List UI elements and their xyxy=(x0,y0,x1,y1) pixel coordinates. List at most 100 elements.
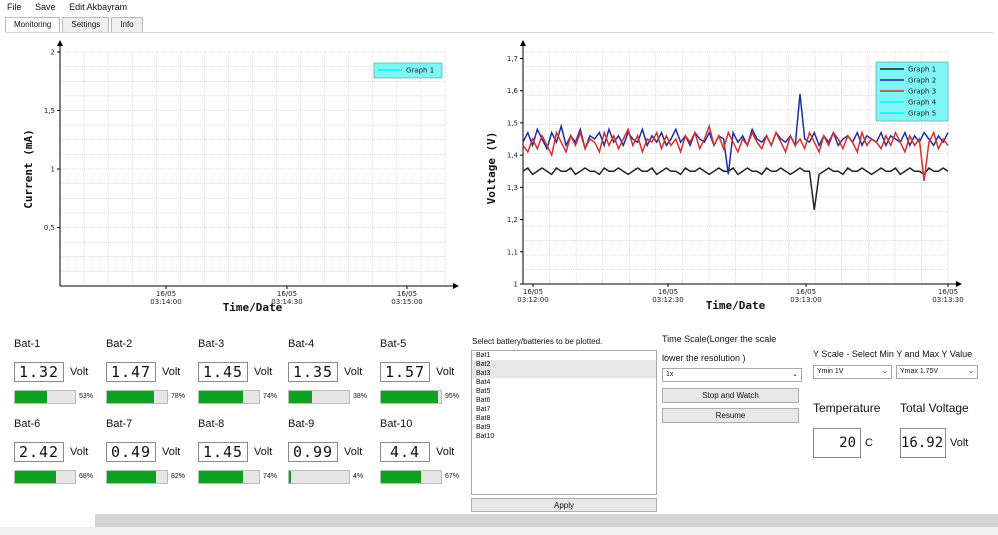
battery-charge-fill xyxy=(15,471,56,483)
battery-list-item[interactable]: Bat8 xyxy=(476,415,491,422)
battery-charge-fill xyxy=(381,391,438,403)
battery-charge-fill xyxy=(199,391,244,403)
battery-listbox[interactable]: Bat1 Bat2 Bat3 Bat4 Bat5 Bat6 Bat7 Bat8 Bat9 Bat1… xyxy=(471,350,657,495)
battery-charge-bar xyxy=(288,470,350,484)
battery-name: Bat-3 xyxy=(198,338,225,350)
battery-voltage-display: 1.45 xyxy=(198,362,248,382)
status-strip xyxy=(0,527,998,535)
x-axis-title: Time/Date xyxy=(706,299,766,312)
battery-list-item[interactable]: Bat9 xyxy=(476,424,491,431)
time-scale-label-2: lower the resolution ) xyxy=(662,353,746,363)
voltage-chart: 1 1,1 1,2 1,3 1,4 1,5 1,6 1,7 16/05 03:12:00 16/05… xyxy=(478,40,998,325)
select-battery-label: Select battery/batteries to be plotted. xyxy=(472,337,603,346)
battery-charge-bar xyxy=(198,390,260,404)
temperature-unit: C xyxy=(865,437,873,449)
battery-list-item[interactable]: Bat6 xyxy=(476,397,491,404)
battery-list-item[interactable]: Bat10 xyxy=(476,433,495,440)
battery-list-item[interactable]: Bat2 xyxy=(472,360,656,369)
battery-list-item[interactable]: Bat1 xyxy=(476,352,491,359)
battery-name: Bat-7 xyxy=(106,418,133,430)
tab-bar: Monitoring Settings Info xyxy=(5,17,145,33)
chevron-down-icon: ⌄ xyxy=(968,368,974,375)
x-axis-arrow-icon xyxy=(956,281,962,287)
time-scale-label-1: Time Scale(Longer the scale xyxy=(662,334,777,344)
battery-voltage-unit: Volt xyxy=(254,366,273,378)
ymin-value: Ymin 1V xyxy=(817,368,844,375)
battery-charge-fill xyxy=(15,391,47,403)
battery-charge-fill xyxy=(199,471,244,483)
battery-panel: Bat-9 0.99 Volt 4% xyxy=(288,417,374,484)
tab-settings[interactable]: Settings xyxy=(62,17,110,33)
x-tick-label: 03:12:30 xyxy=(652,296,683,304)
battery-charge-percent: 68% xyxy=(79,473,94,480)
battery-charge-bar xyxy=(14,470,76,484)
voltage-chart-svg: 11,11,21,31,41,51,61,716/0503:12:0016/05… xyxy=(485,40,964,312)
x-tick-label: 03:13:30 xyxy=(932,296,963,304)
battery-voltage-display: 1.35 xyxy=(288,362,338,382)
battery-voltage-display: 1.57 xyxy=(380,362,430,382)
battery-charge-percent: 74% xyxy=(263,393,278,400)
menu-file[interactable]: File xyxy=(7,2,22,12)
x-axis-arrow-icon xyxy=(453,283,459,289)
menu-save[interactable]: Save xyxy=(35,2,56,12)
battery-charge-percent: 78% xyxy=(171,393,186,400)
battery-voltage-unit: Volt xyxy=(436,366,455,378)
x-tick-label: 16/05 xyxy=(156,290,176,298)
battery-charge-fill xyxy=(289,471,292,483)
y-tick-label: 1,7 xyxy=(507,55,518,63)
resume-button[interactable]: Resume xyxy=(662,408,799,423)
x-tick-label: 16/05 xyxy=(277,290,297,298)
battery-charge-percent: 82% xyxy=(171,473,186,480)
battery-panel: Bat-5 1.57 Volt 95% xyxy=(380,337,466,404)
battery-name: Bat-4 xyxy=(288,338,315,350)
ymax-value: Ymax 1.75V xyxy=(900,368,939,375)
battery-name: Bat-9 xyxy=(288,418,315,430)
legend-label: Graph 5 xyxy=(908,110,936,118)
ymin-select[interactable]: Ymin 1V ⌄ xyxy=(813,365,892,379)
battery-charge-bar xyxy=(380,470,442,484)
x-tick-label: 03:15:00 xyxy=(391,298,422,306)
temperature-label: Temperature xyxy=(813,401,881,415)
x-axis-title: Time/Date xyxy=(223,301,283,314)
horizontal-scrollbar[interactable] xyxy=(95,514,998,527)
battery-voltage-unit: Volt xyxy=(344,446,363,458)
y-tick-label: 1,6 xyxy=(507,87,519,95)
battery-voltage-display: 0.99 xyxy=(288,442,338,462)
battery-charge-bar xyxy=(288,390,350,404)
battery-panel: Bat-8 1.45 Volt 74% xyxy=(198,417,284,484)
battery-panel: Bat-3 1.45 Volt 74% xyxy=(198,337,284,404)
current-chart: 0,5 1 1,5 2 16/05 03:14:00 16/05 03:14:30 16/05 0… xyxy=(0,40,470,325)
ymax-select[interactable]: Ymax 1.75V ⌄ xyxy=(896,365,978,379)
y-tick-label: 1,2 xyxy=(507,216,518,224)
y-tick-label: 1 xyxy=(514,281,518,289)
x-tick-label: 16/05 xyxy=(938,288,958,296)
battery-voltage-unit: Volt xyxy=(254,446,273,458)
legend-label: Graph 1 xyxy=(406,67,434,75)
battery-voltage-unit: Volt xyxy=(344,366,363,378)
monitoring-pane xyxy=(5,32,993,512)
battery-list-item[interactable]: Bat3 xyxy=(472,369,656,378)
total-voltage-label: Total Voltage xyxy=(900,401,969,415)
battery-list-item[interactable]: Bat5 xyxy=(476,388,491,395)
apply-button[interactable]: Apply xyxy=(471,498,657,512)
x-tick-label: 03:14:00 xyxy=(150,298,181,306)
stop-and-watch-button[interactable]: Stop and Watch xyxy=(662,388,799,403)
battery-list-item[interactable]: Bat4 xyxy=(476,379,491,386)
time-scale-select[interactable]: 1x ⌄ xyxy=(662,368,802,382)
battery-charge-percent: 4% xyxy=(353,473,364,480)
series-line xyxy=(522,166,949,211)
x-tick-label: 16/05 xyxy=(796,288,816,296)
battery-panel: Bat-6 2.42 Volt 68% xyxy=(14,417,100,484)
y-axis-title: Current (mA) xyxy=(22,129,35,208)
legend-label: Graph 2 xyxy=(908,77,936,85)
battery-charge-bar xyxy=(106,470,168,484)
battery-name: Bat-2 xyxy=(106,338,133,350)
battery-list-item[interactable]: Bat7 xyxy=(476,406,491,413)
menu-edit-akbayram[interactable]: Edit Akbayram xyxy=(69,2,128,12)
battery-charge-fill xyxy=(107,471,157,483)
tab-info[interactable]: Info xyxy=(111,17,143,33)
y-tick-label: 1,4 xyxy=(507,152,519,160)
battery-name: Bat-10 xyxy=(380,418,413,430)
battery-name: Bat-5 xyxy=(380,338,407,350)
tab-monitoring[interactable]: Monitoring xyxy=(5,17,61,33)
